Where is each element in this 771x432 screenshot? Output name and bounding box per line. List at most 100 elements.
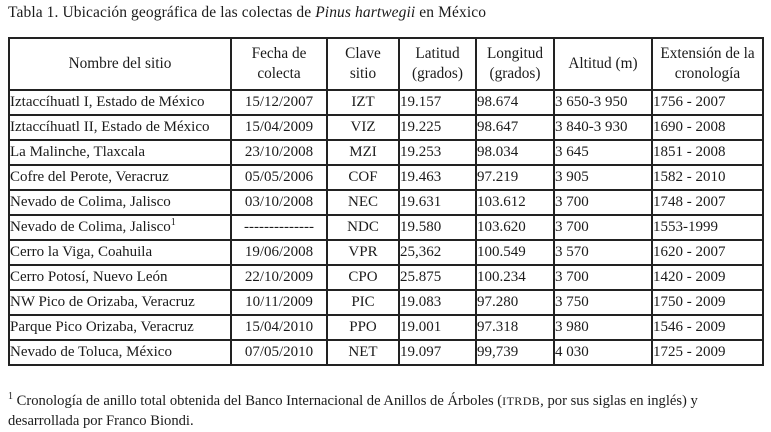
cell-latitude: 25,362	[398, 239, 477, 266]
header-date: Fecha de colecta	[230, 37, 328, 91]
cell-collection-date: 03/10/2008	[230, 189, 328, 216]
cell-chronology-span: 1756 - 2007	[651, 89, 764, 116]
table-row: Iztaccíhuatl II, Estado de México 15/04/2…	[8, 114, 764, 141]
cell-latitude: 19.580	[398, 214, 477, 241]
cell-latitude: 25.875	[398, 264, 477, 291]
cell-site-name: Iztaccíhuatl I, Estado de México	[8, 89, 232, 116]
cell-altitude: 3 905	[553, 164, 653, 191]
cell-site-name: Nevado de Colima, Jalisco	[8, 189, 232, 216]
table-row: Nevado de Colima, Jalisco1 --------------…	[8, 214, 764, 241]
cell-longitude: 97.280	[475, 289, 555, 316]
header-altitude: Altitud (m)	[553, 37, 653, 91]
cell-latitude: 19.253	[398, 139, 477, 166]
species-name: Pinus hartwegii	[315, 4, 416, 21]
cell-altitude: 4 030	[553, 339, 653, 366]
cell-altitude: 3 700	[553, 264, 653, 291]
cell-site-code: PPO	[326, 314, 400, 341]
cell-site-name: Nevado de Colima, Jalisco1	[8, 214, 232, 241]
cell-chronology-span: 1620 - 2007	[651, 239, 764, 266]
cell-collection-date: --------------	[230, 214, 328, 241]
table-row: Cofre del Perote, Veracruz 05/05/2006 COF 1…	[8, 164, 764, 191]
footnote-reference-mark: 1	[170, 217, 176, 228]
cell-site-code: MZI	[326, 139, 400, 166]
footnote-text-prefix: Cronología de anillo total obtenida del …	[13, 393, 503, 409]
cell-collection-date: 10/11/2009	[230, 289, 328, 316]
table-caption: Tabla 1. Ubicación geográfica de las col…	[8, 4, 766, 22]
cell-longitude: 100.549	[475, 239, 555, 266]
cell-chronology-span: 1582 - 2010	[651, 164, 764, 191]
cell-collection-date: 19/06/2008	[230, 239, 328, 266]
table-caption-prefix: Tabla 1. Ubicación geográfica de las col…	[8, 4, 316, 21]
cell-collection-date: 15/04/2009	[230, 114, 328, 141]
cell-altitude: 3 700	[553, 189, 653, 216]
header-site-code: Clave sitio	[326, 37, 400, 91]
table-row: Parque Pico Orizaba, Veracruz 15/04/2010 P…	[8, 314, 764, 341]
cell-longitude: 97.219	[475, 164, 555, 191]
cell-collection-date: 07/05/2010	[230, 339, 328, 366]
cell-latitude: 19.001	[398, 314, 477, 341]
table-row: Iztaccíhuatl I, Estado de México 15/12/20…	[8, 89, 764, 116]
cell-site-name: Cofre del Perote, Veracruz	[8, 164, 232, 191]
cell-site-name: Cerro Potosí, Nuevo León	[8, 264, 232, 291]
cell-site-name: Iztaccíhuatl II, Estado de México	[8, 114, 232, 141]
cell-site-code: COF	[326, 164, 400, 191]
cell-longitude: 98.034	[475, 139, 555, 166]
cell-site-name: Cerro la Viga, Coahuila	[8, 239, 232, 266]
table-row: La Malinche, Tlaxcala 23/10/2008 MZI 19.253…	[8, 139, 764, 166]
cell-collection-date: 23/10/2008	[230, 139, 328, 166]
cell-longitude: 98.674	[475, 89, 555, 116]
collection-sites-table: Nombre del sitio Fecha de colecta Clave …	[8, 37, 764, 366]
table-row: NW Pico de Orizaba, Veracruz 10/11/2009 PI…	[8, 289, 764, 316]
cell-altitude: 3 750	[553, 289, 653, 316]
footnote-text-suffix: , por sus siglas en inglés) y desarrolla…	[8, 393, 698, 430]
footnote-acronym: ITRDB	[502, 394, 541, 408]
cell-altitude: 3 700	[553, 214, 653, 241]
cell-altitude: 3 570	[553, 239, 653, 266]
cell-latitude: 19.083	[398, 289, 477, 316]
cell-chronology-span: 1750 - 2009	[651, 289, 764, 316]
table-row: Cerro Potosí, Nuevo León 22/10/2009 CPO 25.…	[8, 264, 764, 291]
cell-chronology-span: 1553-1999	[651, 214, 764, 241]
cell-chronology-span: 1851 - 2008	[651, 139, 764, 166]
cell-latitude: 19.463	[398, 164, 477, 191]
cell-longitude: 99,739	[475, 339, 555, 366]
cell-altitude: 3 980	[553, 314, 653, 341]
cell-collection-date: 22/10/2009	[230, 264, 328, 291]
cell-site-name: Nevado de Toluca, México	[8, 339, 232, 366]
cell-collection-date: 05/05/2006	[230, 164, 328, 191]
cell-chronology-span: 1546 - 2009	[651, 314, 764, 341]
cell-latitude: 19.097	[398, 339, 477, 366]
table-caption-suffix: en México	[415, 4, 487, 21]
header-site-name: Nombre del sitio	[8, 37, 232, 91]
cell-site-code: VIZ	[326, 114, 400, 141]
cell-longitude: 100.234	[475, 264, 555, 291]
header-chronology: Extensión de la cronología	[651, 37, 764, 91]
cell-site-name: La Malinche, Tlaxcala	[8, 139, 232, 166]
cell-collection-date: 15/12/2007	[230, 89, 328, 116]
cell-longitude: 98.647	[475, 114, 555, 141]
cell-site-code: VPR	[326, 239, 400, 266]
cell-chronology-span: 1690 - 2008	[651, 114, 764, 141]
cell-chronology-span: 1420 - 2009	[651, 264, 764, 291]
cell-site-name: Parque Pico Orizaba, Veracruz	[8, 314, 232, 341]
cell-latitude: 19.225	[398, 114, 477, 141]
footnote-marker: 1	[8, 391, 13, 403]
table-row: Nevado de Colima, Jalisco 03/10/2008 NEC 19…	[8, 189, 764, 216]
cell-altitude: 3 840-3 930	[553, 114, 653, 141]
footnote: 1 Cronología de anillo total obtenida de…	[8, 391, 764, 432]
cell-site-name: NW Pico de Orizaba, Veracruz	[8, 289, 232, 316]
cell-site-code: PIC	[326, 289, 400, 316]
cell-chronology-span: 1748 - 2007	[651, 189, 764, 216]
cell-collection-date: 15/04/2010	[230, 314, 328, 341]
table-header: Nombre del sitio Fecha de colecta Clave …	[8, 37, 764, 91]
cell-altitude: 3 650-3 950	[553, 89, 653, 116]
cell-longitude: 103.620	[475, 214, 555, 241]
cell-site-code: CPO	[326, 264, 400, 291]
cell-latitude: 19.631	[398, 189, 477, 216]
cell-longitude: 97.318	[475, 314, 555, 341]
header-longitude: Longitud (grados)	[475, 37, 555, 91]
cell-site-code: IZT	[326, 89, 400, 116]
cell-site-code: NET	[326, 339, 400, 366]
cell-site-code: NEC	[326, 189, 400, 216]
cell-altitude: 3 645	[553, 139, 653, 166]
